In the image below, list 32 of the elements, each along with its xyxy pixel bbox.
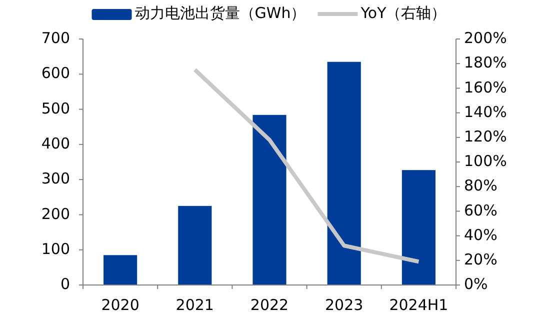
y-tick-label: 600 <box>41 64 70 82</box>
bar <box>327 62 361 285</box>
y-tick-label: 0 <box>60 275 70 294</box>
bar <box>252 114 286 285</box>
y2-tick-label: 0% <box>464 275 488 294</box>
line-series <box>192 68 421 264</box>
y2-tick-label: 120% <box>464 127 507 146</box>
y-tick-label: 500 <box>41 99 70 118</box>
y-tick-label: 200 <box>41 204 70 223</box>
y2-tick-label: 20% <box>464 250 498 269</box>
bar <box>178 206 212 285</box>
y-tick-label: 400 <box>41 134 70 153</box>
y2-tick-label: 100% <box>464 152 507 170</box>
y2-tick-label: 140% <box>464 102 507 121</box>
x-tick-label: 2020 <box>101 296 140 314</box>
y2-tick-label: 160% <box>464 78 507 96</box>
y2-tick-label: 180% <box>464 54 507 72</box>
legend-label: YoY（右轴） <box>360 4 446 22</box>
x-tick-label: 2023 <box>325 296 364 314</box>
y-tick-label: 700 <box>41 29 70 48</box>
y-tick-label: 100 <box>41 240 70 258</box>
y2-tick-label: 80% <box>464 176 498 195</box>
bar <box>104 255 138 285</box>
y2-tick-label: 60% <box>464 201 498 220</box>
x-tick-label: 2024H1 <box>389 296 448 314</box>
y-tick-label: 300 <box>41 170 70 188</box>
y2-tick-label: 200% <box>464 29 507 48</box>
x-tick-label: 2022 <box>250 296 289 314</box>
x-tick-label: 2021 <box>176 296 214 314</box>
y2-tick-label: 40% <box>464 226 498 244</box>
legend-label: 动力电池出货量（GWh） <box>134 4 306 22</box>
bar <box>402 170 436 285</box>
